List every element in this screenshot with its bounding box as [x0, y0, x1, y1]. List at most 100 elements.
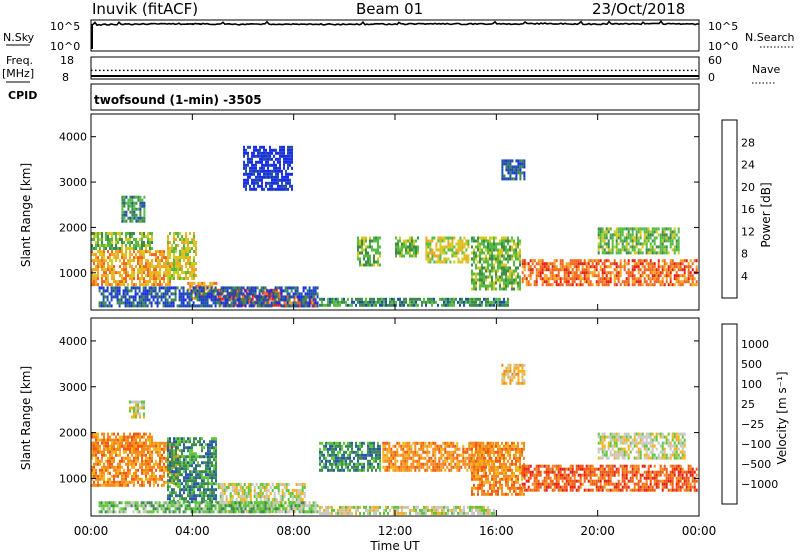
- velocity-cell: [267, 498, 270, 501]
- power-cell: [286, 304, 289, 308]
- power-cell: [129, 250, 131, 254]
- power-cell: [617, 265, 620, 269]
- velocity-cell: [185, 461, 187, 465]
- velocity-cell: [209, 491, 211, 495]
- power-cell: [135, 238, 137, 241]
- power-cell: [473, 260, 475, 264]
- power-cell: [485, 266, 487, 270]
- power-cell: [184, 292, 187, 296]
- power-cell: [405, 245, 407, 249]
- power-cell: [503, 263, 505, 267]
- power-cell: [279, 163, 281, 167]
- power-cell: [177, 271, 179, 274]
- power-cell: [91, 244, 93, 247]
- power-cell: [104, 304, 107, 308]
- power-cell: [141, 262, 143, 266]
- power-cell: [667, 239, 670, 243]
- velocity-cell: [101, 468, 103, 472]
- velocity-cell: [125, 474, 127, 478]
- power-cell: [665, 248, 668, 252]
- velocity-cell: [143, 447, 145, 451]
- velocity-cell: [163, 483, 165, 487]
- power-cell: [128, 301, 131, 305]
- power-cell: [489, 272, 491, 276]
- power-cell: [601, 251, 604, 255]
- power-cell: [123, 253, 125, 257]
- velocity-cell: [187, 482, 189, 486]
- power-cell: [507, 251, 509, 255]
- power-cell: [497, 269, 499, 273]
- power-cell: [97, 283, 99, 287]
- power-cell: [579, 283, 582, 287]
- power-cell: [105, 235, 107, 238]
- power-cell: [491, 278, 493, 282]
- power-cell: [499, 266, 501, 270]
- power-cell: [373, 257, 375, 261]
- power-cell: [177, 232, 179, 235]
- velocity-cell: [93, 444, 95, 448]
- power-cell: [679, 262, 682, 266]
- power-cell: [258, 295, 261, 299]
- power-cell: [591, 271, 594, 275]
- power-cell: [107, 250, 109, 254]
- power-cell: [441, 303, 443, 307]
- velocity-cell: [171, 473, 173, 477]
- power-cell: [217, 288, 220, 292]
- power-cell: [595, 280, 598, 284]
- power-cell: [453, 300, 455, 304]
- power-cell: [163, 280, 165, 284]
- power-cell: [431, 257, 434, 261]
- power-cell: [645, 248, 648, 252]
- power-cell: [277, 166, 279, 170]
- velocity-cell: [167, 474, 169, 478]
- power-cell: [583, 262, 586, 266]
- power-cell: [280, 286, 283, 290]
- power-cell: [571, 283, 574, 287]
- power-cell: [288, 304, 291, 308]
- velocity-cell: [173, 476, 175, 480]
- power-cell: [499, 248, 501, 252]
- power-cell: [633, 236, 636, 240]
- power-cell: [505, 284, 507, 288]
- power-cell: [683, 271, 686, 275]
- power-cell: [135, 283, 137, 287]
- power-cell: [222, 304, 225, 308]
- power-cell: [677, 265, 680, 269]
- velocity-cell: [163, 465, 165, 469]
- cpid-label: CPID: [8, 89, 37, 102]
- power-cell: [479, 260, 481, 264]
- velocity-cell: [97, 432, 99, 436]
- power-cell: [447, 248, 450, 252]
- velocity-cell: [215, 461, 217, 465]
- power-cell: [527, 283, 530, 287]
- power-cell: [118, 289, 121, 293]
- power-cell: [613, 230, 616, 234]
- velocity-cell: [285, 486, 288, 489]
- power-cell: [193, 271, 195, 274]
- power-cell: [335, 303, 337, 307]
- power-cell: [507, 162, 510, 166]
- power-cell: [575, 265, 578, 269]
- velocity-cell: [123, 432, 125, 436]
- velocity-cell: [199, 494, 201, 498]
- power-cell: [577, 268, 580, 272]
- power-cell: [551, 277, 554, 281]
- power-cell: [429, 260, 432, 264]
- velocity-cell: [185, 497, 187, 501]
- power-cell: [505, 168, 508, 172]
- power-cell: [145, 247, 147, 250]
- velocity-cell: [175, 437, 177, 441]
- power-cell: [291, 157, 293, 161]
- power-cell: [333, 297, 335, 301]
- power-cell: [631, 271, 634, 275]
- power-cell: [379, 245, 381, 249]
- power-cell: [172, 298, 175, 302]
- power-cell: [443, 297, 445, 301]
- power-cell: [139, 213, 142, 217]
- power-cell: [685, 277, 688, 281]
- velocity-cell: [107, 468, 109, 472]
- velocity-cell: [203, 488, 205, 492]
- power-cell: [429, 251, 432, 255]
- power-cell: [261, 160, 263, 164]
- velocity-cell: [133, 444, 135, 448]
